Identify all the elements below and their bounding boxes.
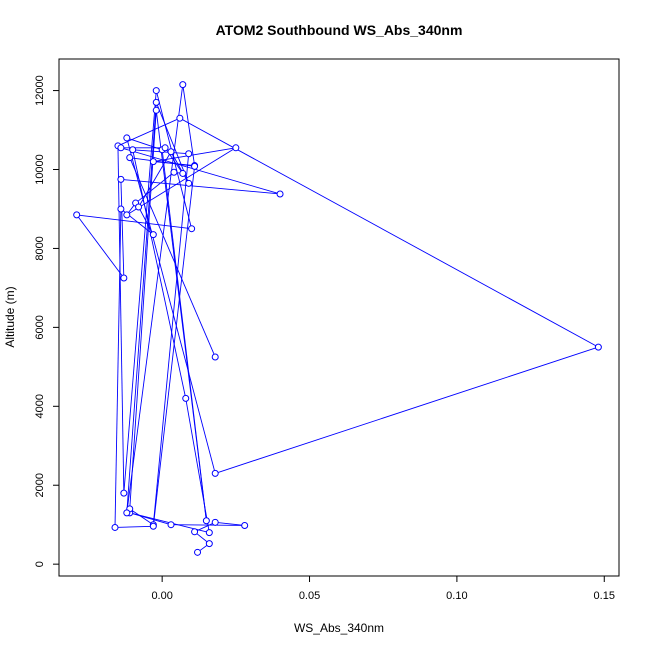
data-point	[123, 509, 131, 517]
data-point	[167, 148, 175, 156]
x-axis-label: WS_Abs_340nm	[294, 621, 384, 635]
series-line-segment	[126, 137, 216, 474]
series-line-segment	[76, 214, 192, 230]
series-line-segment	[123, 90, 157, 494]
y-tick-label: 4000	[34, 394, 46, 418]
data-point	[123, 134, 131, 142]
series-line-segment	[126, 147, 237, 216]
y-tick-label: 0	[34, 561, 46, 567]
data-point	[179, 81, 187, 89]
chart-title: ATOM2 Southbound WS_Abs_340nm	[216, 22, 463, 38]
data-point	[129, 146, 137, 154]
data-point	[111, 523, 119, 531]
data-point	[135, 203, 143, 211]
series-line-segment	[126, 102, 157, 513]
series-line-segment	[114, 208, 122, 528]
data-point	[241, 521, 249, 529]
data-point	[191, 528, 199, 536]
series-line-segment	[152, 166, 196, 527]
data-point	[152, 106, 160, 114]
series-line-segment	[120, 179, 125, 279]
y-axis-label: Altitude (m)	[3, 286, 17, 347]
data-point	[152, 87, 160, 95]
data-point	[167, 521, 175, 529]
y-tick-label: 6000	[34, 315, 46, 339]
plot-frame	[58, 58, 620, 577]
series-line-segment	[117, 145, 125, 494]
y-tick-label: 10000	[34, 154, 46, 185]
data-point	[123, 211, 131, 219]
series-layer	[73, 81, 602, 556]
series-line-segment	[179, 117, 599, 348]
y-tick-label: 12000	[34, 75, 46, 106]
series-line-segment	[129, 110, 157, 509]
data-point	[149, 522, 157, 530]
y-tick-label: 8000	[34, 236, 46, 260]
x-tick-label: 0.10	[446, 590, 467, 602]
data-point	[211, 469, 219, 477]
series-line-segment	[114, 525, 154, 528]
data-point	[185, 150, 193, 158]
data-point	[188, 225, 196, 233]
data-point	[117, 144, 125, 152]
series-line-segment	[76, 214, 125, 279]
data-point	[120, 489, 128, 497]
data-point	[202, 517, 210, 525]
series-line-segment	[182, 84, 196, 166]
series-line-segment	[170, 151, 190, 184]
x-axis: 0.00 0.05 0.10 0.15	[151, 576, 615, 602]
x-tick-label: 0.15	[594, 590, 615, 602]
series-line-segment	[152, 153, 190, 525]
data-point	[211, 518, 219, 526]
data-point	[126, 154, 134, 162]
series-line-segment	[155, 90, 193, 229]
data-point	[232, 144, 240, 152]
series-line-segment	[120, 147, 281, 195]
x-tick-label: 0.00	[151, 590, 172, 602]
data-point	[594, 343, 602, 351]
data-point	[73, 211, 81, 219]
series-line-segment	[138, 206, 154, 235]
series-line-segment	[155, 102, 190, 184]
data-point	[182, 394, 190, 402]
data-point	[194, 548, 202, 556]
data-point	[149, 158, 157, 166]
series-line-segment	[215, 346, 599, 474]
data-point	[205, 529, 213, 537]
data-point	[149, 231, 157, 239]
data-point	[117, 205, 125, 213]
data-point	[170, 168, 178, 176]
series-line-segment	[135, 171, 175, 204]
data-point	[179, 169, 187, 177]
series-line-segment	[129, 157, 195, 167]
series-line-segment	[129, 508, 154, 526]
data-point	[161, 144, 169, 152]
x-tick-label: 0.05	[299, 590, 320, 602]
series-line-segment	[129, 157, 216, 358]
series-line-segment	[120, 178, 281, 195]
data-point	[205, 540, 213, 548]
data-point	[185, 179, 193, 187]
series-line-segment	[215, 521, 245, 526]
data-point	[211, 353, 219, 361]
data-point	[120, 274, 128, 282]
data-point	[176, 114, 184, 122]
data-point	[117, 175, 125, 183]
data-point	[276, 190, 284, 198]
series-line-segment	[138, 151, 172, 208]
series-line-segment	[161, 149, 207, 521]
y-tick-label: 2000	[34, 473, 46, 497]
data-point	[191, 162, 199, 170]
data-point	[152, 98, 160, 106]
y-axis: 0 2000 4000 6000 8000 10000 12000	[34, 75, 59, 567]
series-line-segment	[117, 117, 181, 147]
series-line-segment	[132, 149, 187, 399]
